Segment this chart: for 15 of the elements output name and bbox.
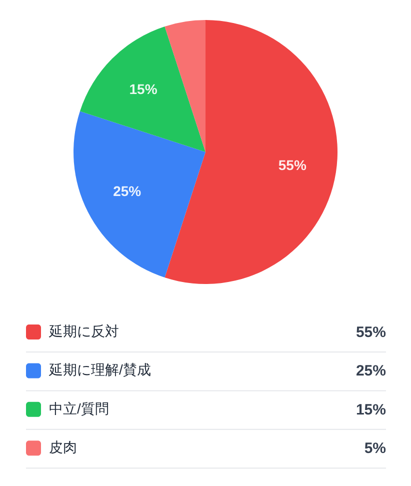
data-label: 15% xyxy=(129,80,158,97)
text: 55% xyxy=(356,324,386,341)
data-label: 55% xyxy=(278,156,307,173)
data-label: 5% xyxy=(364,440,386,458)
data-label: 25% xyxy=(113,182,142,199)
pie-slice xyxy=(164,20,338,284)
legend-label: 皮肉 xyxy=(49,439,77,456)
pie-slice xyxy=(164,20,206,152)
text: 25% xyxy=(356,362,386,380)
legend-label: 延期に反対 xyxy=(48,323,119,339)
legend-label: 延期に理解/賛成 xyxy=(48,362,151,378)
text: 15% xyxy=(356,401,386,418)
pie-slice xyxy=(74,111,206,278)
legend-label: 中立/質問 xyxy=(49,400,109,416)
pie-slice xyxy=(80,26,206,152)
